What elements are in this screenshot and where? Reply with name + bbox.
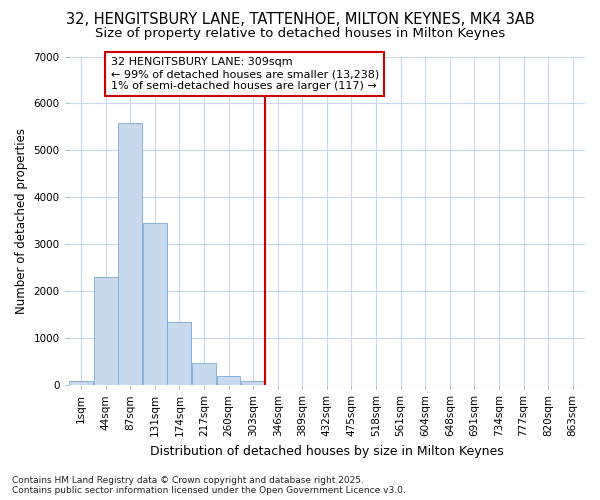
Bar xyxy=(241,381,265,385)
Bar xyxy=(167,322,191,385)
Bar xyxy=(143,223,167,385)
Text: Contains HM Land Registry data © Crown copyright and database right 2025.
Contai: Contains HM Land Registry data © Crown c… xyxy=(12,476,406,495)
Bar xyxy=(192,363,216,385)
Bar xyxy=(217,376,241,385)
X-axis label: Distribution of detached houses by size in Milton Keynes: Distribution of detached houses by size … xyxy=(150,444,504,458)
Bar xyxy=(94,277,118,385)
Bar xyxy=(118,123,142,385)
Text: 32, HENGITSBURY LANE, TATTENHOE, MILTON KEYNES, MK4 3AB: 32, HENGITSBURY LANE, TATTENHOE, MILTON … xyxy=(65,12,535,28)
Text: Size of property relative to detached houses in Milton Keynes: Size of property relative to detached ho… xyxy=(95,28,505,40)
Bar xyxy=(69,382,93,385)
Y-axis label: Number of detached properties: Number of detached properties xyxy=(15,128,28,314)
Text: 32 HENGITSBURY LANE: 309sqm
← 99% of detached houses are smaller (13,238)
1% of : 32 HENGITSBURY LANE: 309sqm ← 99% of det… xyxy=(110,58,379,90)
